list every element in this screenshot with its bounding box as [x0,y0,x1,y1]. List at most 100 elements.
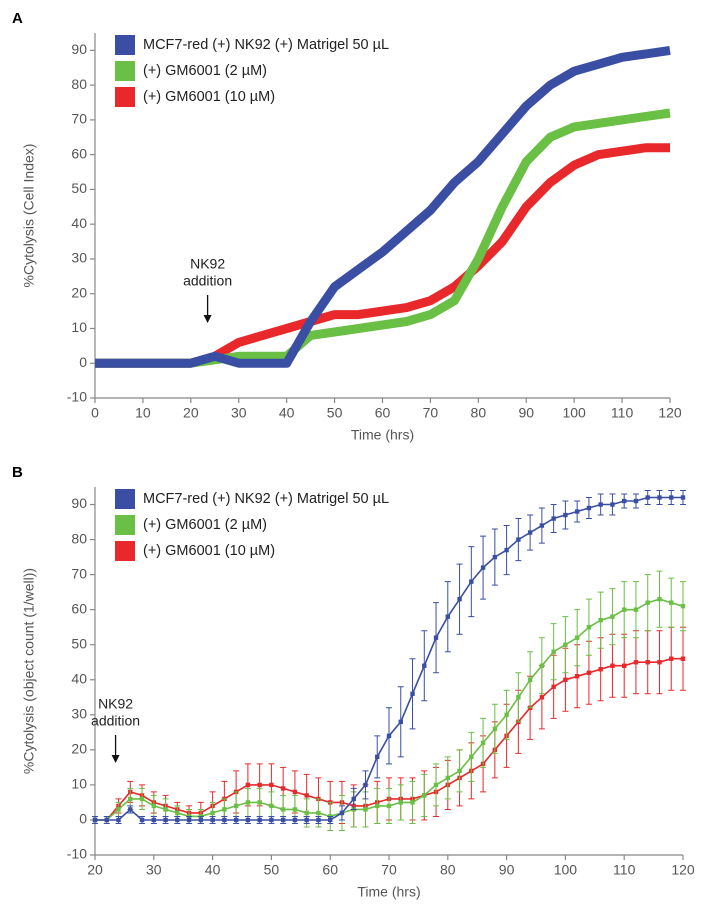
point [128,807,133,812]
y-tick-label: 10 [71,319,87,335]
point [257,782,262,788]
y-axis-label: %Cytolysis (object count (1/well)) [21,568,37,774]
point [669,495,674,500]
point [457,596,462,602]
y-tick-label: 40 [71,215,87,231]
point [222,807,227,812]
point [586,505,592,511]
point [469,754,474,760]
point [151,803,156,809]
point [669,656,674,661]
point [669,600,674,605]
point [257,800,262,805]
point [292,807,298,812]
point [527,530,533,535]
x-tick-label: 40 [205,862,221,878]
x-tick-label: 10 [135,405,151,421]
point [116,807,121,812]
point [280,817,286,823]
point [492,726,498,732]
x-tick-label: 80 [440,862,456,878]
point [574,674,580,679]
point [210,817,215,823]
y-tick-label: 20 [71,284,87,300]
point [657,660,662,665]
point [398,719,403,725]
x-tick-label: 110 [613,862,636,878]
point [233,803,239,809]
point [269,782,274,788]
point [563,677,568,682]
annotation: addition [183,273,232,289]
point [422,793,427,798]
point [269,817,274,823]
point [304,817,309,823]
point [445,614,450,619]
x-tick-label: 0 [91,405,99,421]
x-tick-label: 60 [322,862,338,878]
y-tick-label: 40 [71,670,87,686]
x-tick-label: 50 [327,405,343,421]
point [198,817,204,823]
x-tick-label: 40 [279,405,295,421]
point [92,817,98,823]
point [186,817,192,823]
legend-label: (+) GM6001 (10 µM) [143,89,275,105]
point [622,663,627,668]
legend-label: (+) GM6001 (10 µM) [143,543,275,559]
series-band [95,45,671,368]
y-tick-label: 60 [71,145,87,161]
point [657,495,662,500]
legend-label: (+) GM6001 (2 µM) [143,517,267,533]
point [245,800,251,805]
point [527,677,533,682]
x-tick-label: 80 [471,405,487,421]
point [633,498,639,504]
point [516,537,521,542]
y-tick-label: 70 [71,565,87,581]
point [116,817,121,823]
point [645,600,650,605]
x-tick-label: 90 [518,405,534,421]
point [433,635,439,640]
y-tick-label: 30 [71,250,87,266]
annotation: NK92 [190,256,225,272]
x-tick-label: 30 [146,862,162,878]
x-tick-label: 70 [423,405,439,421]
x-tick-label: 20 [183,405,199,421]
point [128,796,133,802]
point [316,817,321,823]
annotation: addition [91,713,140,729]
legend-swatch [115,489,135,509]
x-tick-label: 20 [87,862,103,878]
point [586,624,592,630]
point [539,663,545,668]
point [680,656,686,661]
point [504,547,509,553]
point [398,800,403,805]
point [551,684,556,689]
point [386,803,392,809]
y-tick-label: 90 [71,41,87,57]
annotation-arrowhead [203,315,212,323]
point [645,495,650,500]
point [551,516,556,521]
point [563,512,568,518]
point [422,663,427,668]
x-tick-label: 70 [381,862,397,878]
legend-label: MCF7-red (+) NK92 (+) Matrigel 50 µL [143,37,389,53]
point [175,810,180,816]
point [598,667,603,672]
point [492,554,498,560]
point [351,796,356,802]
point [598,617,603,623]
point [645,660,650,665]
x-tick-label: 50 [264,862,280,878]
y-tick-label: 50 [71,635,87,651]
y-tick-label: -10 [67,389,87,405]
point [610,614,615,619]
point [210,810,215,816]
y-tick-label: 0 [79,354,87,370]
legend-swatch [115,541,135,561]
